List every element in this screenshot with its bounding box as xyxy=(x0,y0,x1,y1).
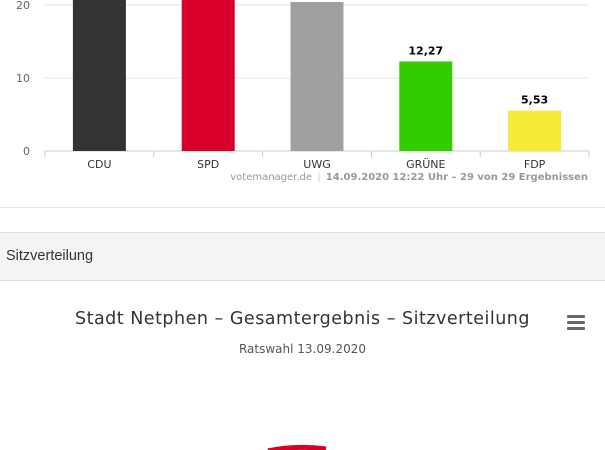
menu-line xyxy=(567,327,585,330)
seat-chart-subtitle: Ratswahl 13.09.2020 xyxy=(238,342,366,356)
credits-timestamp: 14.09.2020 12:22 Uhr – 29 von 29 Ergebni… xyxy=(325,172,588,183)
data-label: 12,27 xyxy=(408,44,443,57)
credits-source[interactable]: votemanager.de xyxy=(230,172,313,183)
x-tick-label: SPD xyxy=(197,158,219,171)
menu-line xyxy=(567,321,585,324)
credits-separator: | xyxy=(317,172,321,183)
x-tick-label: UWG xyxy=(303,158,330,171)
y-axis-ticks: 0 10 20 xyxy=(16,0,30,158)
panel-heading: Sitzverteilung xyxy=(0,232,605,281)
x-tick-label: FDP xyxy=(524,158,546,171)
x-axis-ticks: CDU SPD UWG GRÜNE FDP xyxy=(44,151,590,171)
y-tick-label: 0 xyxy=(23,145,30,158)
data-labels: 12,27 5,53 xyxy=(408,44,548,106)
y-tick-label: 10 xyxy=(16,72,30,85)
bar-chart: 12,27 5,53 0 10 20 CDU SPD UWG GRÜNE FDP xyxy=(16,0,590,171)
bar-uwg[interactable] xyxy=(290,2,344,151)
seat-chart-title: Stadt Netphen – Gesamtergebnis – Sitzver… xyxy=(74,309,531,329)
hamburger-menu-icon[interactable] xyxy=(567,315,587,333)
data-label: 5,53 xyxy=(521,94,548,107)
menu-line xyxy=(567,315,585,318)
bar-spd[interactable] xyxy=(181,0,235,151)
panel-heading-title: Sitzverteilung xyxy=(6,248,94,264)
bars xyxy=(72,0,562,151)
bar-fdp[interactable] xyxy=(508,110,562,151)
bar-gruene[interactable] xyxy=(399,61,453,151)
bar-cdu[interactable] xyxy=(72,0,126,151)
y-tick-label: 20 xyxy=(16,0,30,12)
seat-distribution-chart xyxy=(267,444,327,450)
x-tick-label: GRÜNE xyxy=(406,158,445,171)
chart-credits: votemanager.de | 14.09.2020 12:22 Uhr – … xyxy=(230,172,588,183)
x-tick-label: CDU xyxy=(87,158,111,171)
section-divider xyxy=(0,207,605,208)
seat-arc-segment xyxy=(267,444,327,450)
